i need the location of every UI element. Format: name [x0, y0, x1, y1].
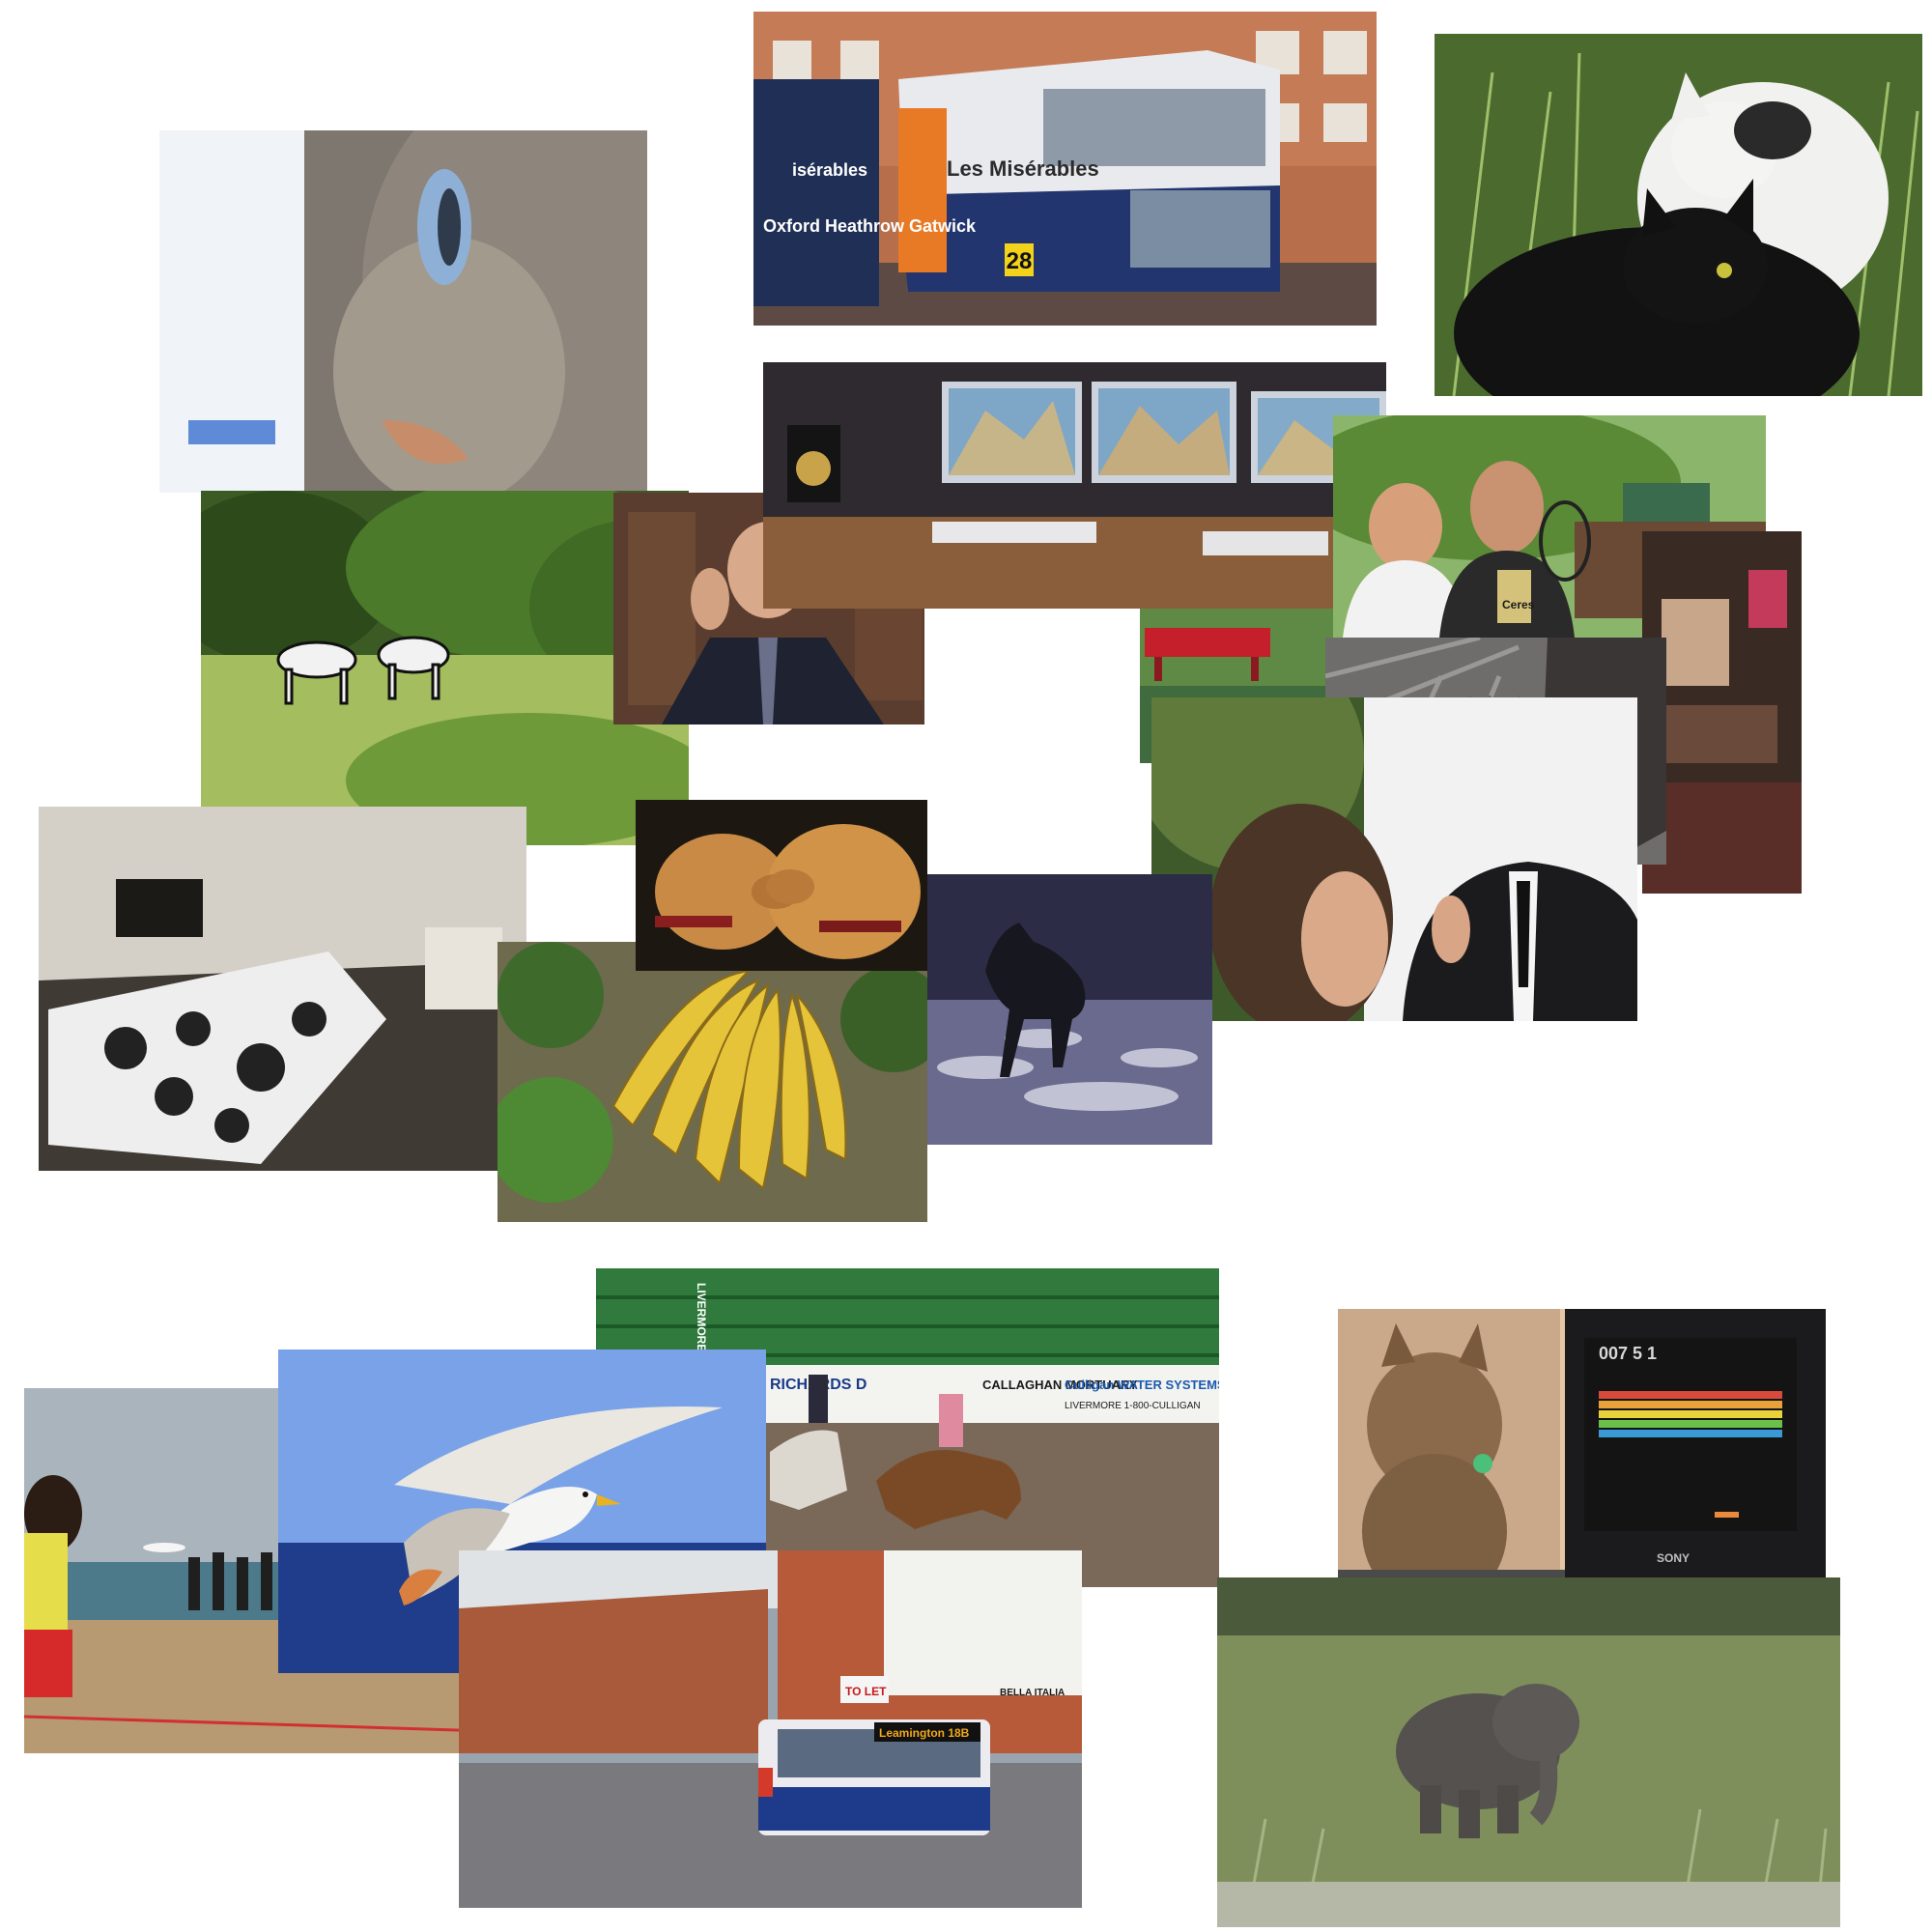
bus-ad-left: isérables — [792, 160, 867, 180]
high-street-bus-photo: TO LET BELLA ITALIA Leamington 18B — [459, 1550, 1082, 1908]
bus-destination: Leamington 18B — [879, 1726, 970, 1740]
elephant-photo — [1217, 1577, 1840, 1927]
bus-side-text: Oxford Heathrow Gatwick — [763, 216, 977, 236]
tennis-shirt-text: Ceres — [1502, 598, 1535, 611]
cat-closeup-photo — [159, 130, 647, 493]
rodeo-sign-2: CALLAGHAN MORTUARY — [982, 1378, 1138, 1392]
horse-silhouette-photo — [927, 874, 1212, 1145]
shop-sign: BELLA ITALIA — [1000, 1688, 1065, 1698]
cat-tv-photo: 007 5 1 SONY — [1338, 1309, 1826, 1628]
bus-route-number: 28 — [1007, 248, 1033, 274]
two-cats-grass-photo — [1435, 34, 1922, 396]
bedroom-photo — [39, 807, 526, 1171]
zebra-1 — [276, 640, 357, 705]
tv-brand: SONY — [1657, 1551, 1690, 1565]
rodeo-sign-3-sub: LIVERMORE 1-800-CULLIGAN — [1065, 1401, 1201, 1411]
double-decker-bus-photo: 28 Les Misérables Oxford Heathrow Gatwic… — [753, 12, 1377, 326]
computer-desk-photo — [763, 362, 1386, 609]
dogs-photo — [636, 800, 927, 971]
zebras-photo — [201, 491, 689, 845]
bus-ad-title: Les Misérables — [947, 156, 1099, 181]
zebra-2 — [377, 636, 450, 700]
to-let-sign: TO LET — [845, 1685, 887, 1698]
rodeo-arena-vertical: LIVERMORE — [695, 1283, 708, 1351]
conversation-photo — [1151, 697, 1637, 1021]
rodeo-sign-3: Culligan WATER SYSTEMS — [1065, 1378, 1219, 1392]
tv-score: 007 5 1 — [1599, 1344, 1657, 1363]
bananas-photo — [497, 942, 927, 1222]
